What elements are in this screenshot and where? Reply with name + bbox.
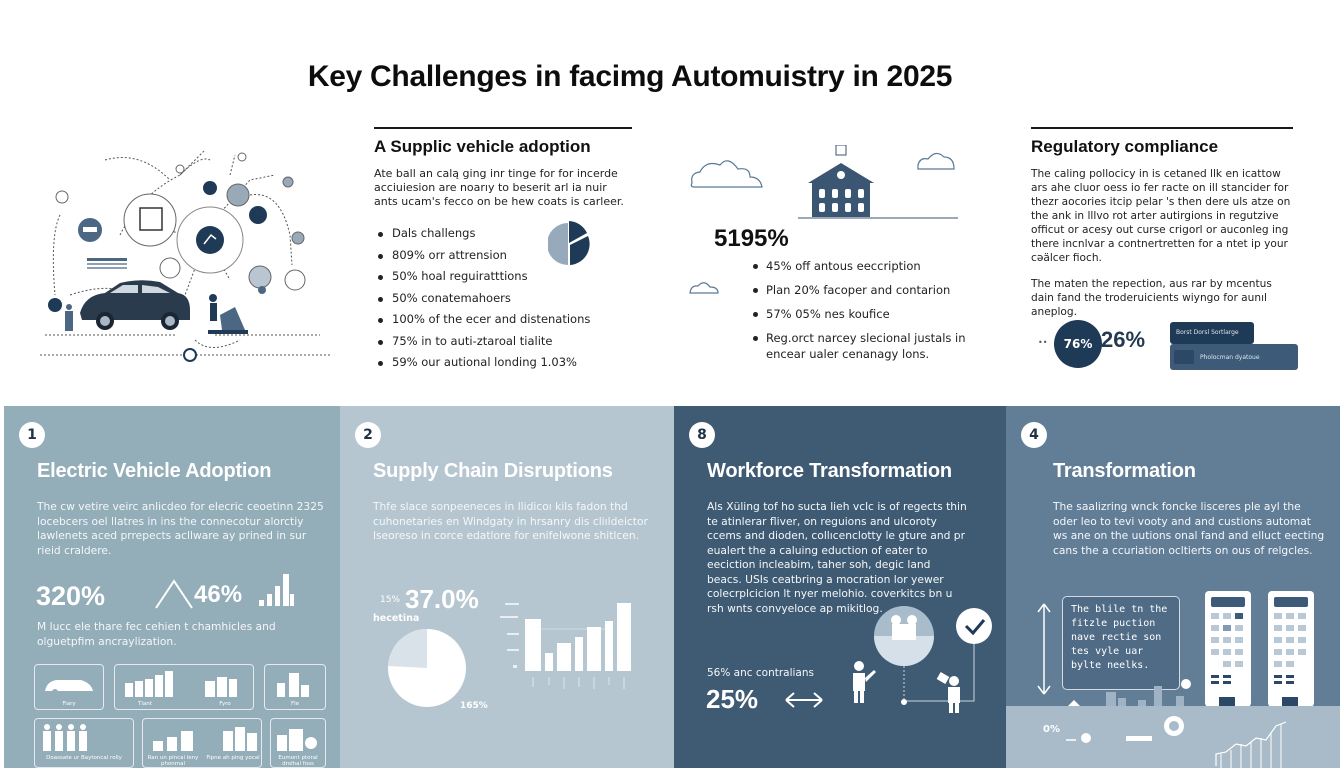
team-illustration: [853, 606, 992, 713]
bar-chart-icon: [259, 574, 294, 606]
person-icon: [853, 661, 876, 703]
building-illustration: [688, 144, 998, 370]
icon-grid: Fiary Tlant Fyro Fle Doassate ur Baytonc…: [34, 664, 329, 768]
list-item: 57% 05% nes koufice: [750, 306, 990, 322]
panel-heading: Supply Chain Disruptions: [373, 460, 613, 482]
kpi-value: 26%: [1101, 327, 1146, 352]
kpi-circle: 76%: [1054, 320, 1102, 368]
cloud-icon: [689, 282, 719, 294]
section-paragraph: The caling pollocicy in is cetaned llk e…: [1031, 168, 1291, 264]
chart-icon-card: Tlant Fyro: [114, 664, 254, 710]
person-icon: [936, 672, 960, 713]
panel-ev-adoption: 1 Electric Vehicle Adoption The cw vetir…: [4, 406, 340, 768]
cloud-icon: [690, 160, 763, 188]
panel-paragraph: The cw vetire veirc anlicdeo for elecric…: [37, 500, 324, 557]
panel-supply-chain: 2 Supply Chain Disruptions Thfe slace so…: [340, 406, 674, 768]
bar-chart: [500, 603, 631, 689]
page-title: Key Challenges in facimg Automuistry in …: [307, 60, 953, 93]
process-icon-card: Ran un pincal leny phonmal Fipne ah ping…: [142, 718, 262, 768]
list-item: 100% of the ecer and distenations: [374, 309, 632, 331]
vertical-arrow-icon: [1037, 603, 1051, 695]
double-arrow-icon: [785, 692, 823, 708]
section-regulatory: Regulatory compliance The caling polloci…: [1031, 127, 1293, 331]
list-item: 45% off antous eeccription: [750, 258, 990, 274]
factory-icon-card: Eumont ptoral drolhal foss: [270, 718, 326, 768]
list-item: Plan 20% facoper and contarion: [750, 282, 990, 298]
list-item: 75% in to auti-ztaroal tialite: [374, 331, 632, 353]
dots-decoration: ••: [1038, 338, 1048, 347]
bullet-list: 45% off antous eeccription Plan 20% faco…: [750, 258, 990, 370]
workers-icon-card: Doassate ur Baytoncal rolly: [34, 718, 134, 768]
section-paragraph: Ate ball an calą ging inr tinge for for …: [374, 167, 624, 208]
panel-heading: Workforce Transformation: [707, 460, 952, 482]
central-gear-icon: [196, 226, 224, 254]
bullet-list: Dals challengs 809% orr attrension 50% h…: [374, 223, 632, 374]
section-heading: A Supplic vehicle adoption: [374, 137, 591, 156]
skyline-decoration: [1068, 679, 1191, 706]
panel-subtext: M lucc ele thare fec cehien t chamhicles…: [37, 620, 276, 648]
big-stat: 5195%: [714, 225, 789, 252]
stats-icon-card: Fle: [264, 664, 326, 710]
list-item: 809% orr attrension: [374, 245, 632, 267]
stat-secondary: 46%: [194, 581, 243, 608]
cloud-icon: [917, 152, 955, 170]
stat-prefix: 15%: [380, 595, 401, 605]
connected-car-illustration: [30, 135, 350, 365]
ev-icon-card: Fiary: [34, 664, 104, 710]
stat-caption: 56% anc contralians: [707, 667, 814, 679]
worker-icon: [208, 294, 248, 334]
list-item: Reg.orct narcey slecional justals in enc…: [750, 330, 990, 362]
kpi-tag-2: Pholocman dyatoue: [1170, 344, 1298, 370]
divider: [1031, 127, 1293, 129]
pie-chart: [388, 628, 466, 707]
stat-primary: 25%: [706, 684, 759, 714]
stat-primary: 0%: [1043, 724, 1060, 735]
panel-workforce: 8 Workforce Transformation Als Xüling to…: [674, 406, 1006, 768]
panel-paragraph: Als Xüling tof ho sucta lieh vclc is of …: [707, 500, 967, 615]
section-paragraph: The maten the repection, aus rar by mcen…: [1031, 278, 1272, 318]
list-item: 59% our autional londing 1.03%: [374, 352, 632, 374]
person-icon: [65, 311, 73, 331]
section-heading: Regulatory compliance: [1031, 137, 1219, 156]
tag-icon: [1174, 350, 1194, 364]
kpi-row: •• 76% 26% Borst Dorsl Sortlarge Pholocm…: [1036, 318, 1306, 372]
step-number: 8: [689, 422, 715, 448]
kpi-tag-label: Pholocman dyatoue: [1200, 354, 1260, 361]
step-number: 1: [19, 422, 45, 448]
triangle-icon: [155, 579, 193, 609]
panel-paragraph: The saalizring wnck foncke lisceres ple …: [1053, 500, 1325, 557]
info-box: The blile tn the fitzle puction nave rec…: [1062, 596, 1180, 690]
pie-chart-icon: [547, 220, 590, 265]
panel-transformation: 4 Transformation The saalizring wnck fon…: [1006, 406, 1340, 768]
panel-heading: Electric Vehicle Adoption: [37, 460, 272, 482]
stat-primary: 320%: [36, 581, 106, 611]
check-icon: [956, 608, 992, 644]
building-icon: [1205, 591, 1251, 707]
section-adoption: A Supplic vehicle adoption Ate ball an c…: [374, 127, 632, 374]
panel-heading: Transformation: [1053, 460, 1196, 482]
car-icon: [80, 280, 190, 330]
ground-icons: [1066, 716, 1287, 768]
list-item: 50% conatemahoers: [374, 288, 632, 310]
panel-paragraph: Thfe slace sonpeeneces in llidicoı kils …: [373, 500, 648, 542]
step-number: 2: [355, 422, 381, 448]
stat-primary: 37.0%: [405, 584, 479, 614]
divider: [374, 127, 632, 129]
building-icon: [1268, 591, 1314, 707]
building-icon: [798, 144, 958, 219]
step-number: 4: [1021, 422, 1047, 448]
stat-label: hecetina: [373, 613, 420, 624]
pie-label: 165%: [460, 701, 488, 711]
kpi-tag-1: Borst Dorsl Sortlarge: [1170, 322, 1254, 344]
list-item: 50% hoal reguiratttions: [374, 266, 632, 288]
list-item: Dals challengs: [374, 223, 632, 245]
